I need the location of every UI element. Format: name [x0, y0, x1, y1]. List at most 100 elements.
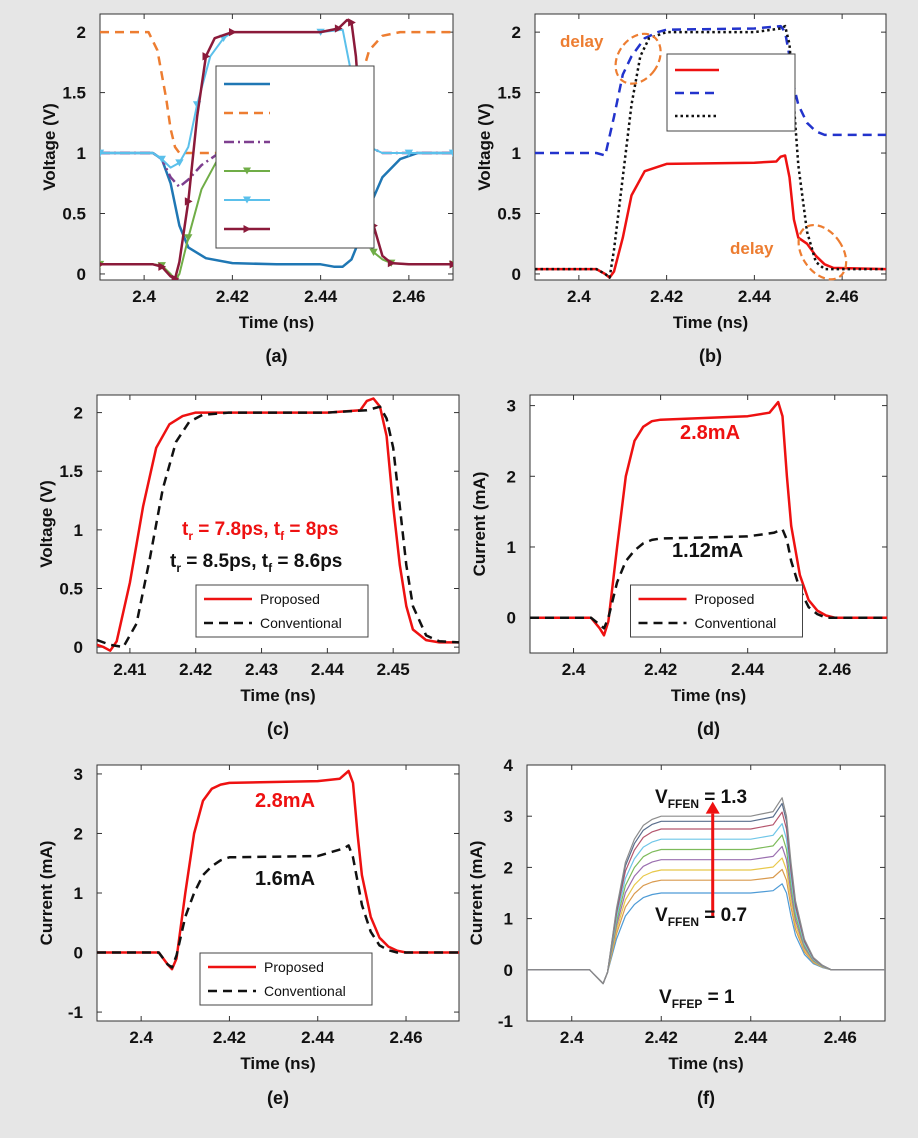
legend-marker: [243, 196, 251, 204]
y-axis-label: Voltage (V): [475, 103, 494, 191]
y-axis-label: Voltage (V): [40, 103, 59, 191]
delay-label: delay: [730, 239, 774, 258]
y-tick-label: 1: [74, 884, 83, 903]
rise-fall-conventional: tr​ = 8.5ps, tf​ = 8.6ps: [170, 551, 342, 575]
series-marker: [449, 260, 453, 269]
y-tick-label: 1: [512, 144, 521, 163]
y-tick-label: -1: [498, 1012, 513, 1031]
legend-box: [195, 584, 369, 638]
y-tick-label: 2: [507, 467, 516, 486]
y-tick-label: 0: [77, 265, 86, 284]
x-tick-label: 2.42: [644, 660, 677, 679]
series-marker: [369, 248, 378, 256]
legend-box: [630, 584, 803, 638]
panel-caption: (f): [697, 1088, 715, 1108]
y-tick-label: 1.5: [59, 462, 83, 481]
peak-current-proposed: 2.8mA: [680, 422, 740, 444]
sweep-arrow-head: [705, 801, 720, 814]
y-tick-label: 1: [504, 910, 513, 929]
panel-f: 2.4 2.42 2.44 2.46 -1 0 1 2 3 4 Time (ns) Current (…: [467, 756, 886, 1108]
x-tick-label: 2.46: [818, 660, 851, 679]
series-line-proposed: [530, 400, 887, 637]
peak-current-conventional: 1.6mA: [255, 868, 315, 890]
legend-box: [199, 952, 373, 1006]
x-tick-label: 2.42: [645, 1028, 678, 1047]
y-tick-label: 1.5: [62, 84, 86, 103]
legend-box: [666, 53, 796, 132]
x-tick-label: 2.45: [377, 660, 410, 679]
y-tick-label: 0: [507, 609, 516, 628]
series-line-conventional: [530, 528, 887, 630]
x-tick-label: 2.4: [560, 1028, 584, 1047]
series-marker: [348, 18, 356, 27]
y-tick-label: 2: [512, 23, 521, 42]
y-tick-label: 0: [504, 961, 513, 980]
y-tick-label: 1: [77, 144, 86, 163]
y-tick-label: 4: [504, 756, 514, 775]
y-tick-label: 3: [74, 765, 83, 784]
legend-label: Conventional: [695, 615, 777, 631]
y-tick-label: 0.5: [59, 580, 83, 599]
legend-label: Conventional: [260, 615, 342, 631]
x-tick-label: 2.44: [311, 660, 345, 679]
panel-d: 2.4 2.42 2.44 2.46 0 1 2 3 Time (ns) Current (mA)…: [470, 394, 888, 739]
x-tick-label: 2.4: [129, 1028, 153, 1047]
y-tick-label: 1: [507, 538, 516, 557]
y-tick-label: 3: [507, 397, 516, 416]
x-axis-label: Time (ns): [673, 313, 748, 332]
y-axis-label: Current (mA): [470, 472, 489, 577]
series-marker: [202, 52, 211, 61]
x-tick-label: 2.44: [738, 287, 772, 306]
series-marker: [184, 197, 193, 206]
x-tick-label: 2.46: [824, 1028, 857, 1047]
legend-label: Proposed: [260, 591, 320, 607]
series-line-proposed: [97, 769, 459, 971]
legend-label: Proposed: [264, 959, 324, 975]
panel-caption: (e): [267, 1088, 289, 1108]
y-tick-label: 1: [74, 521, 83, 540]
panel-caption: (a): [266, 346, 288, 366]
series-marker: [387, 258, 396, 268]
peak-current-proposed: 2.8mA: [255, 790, 315, 812]
panel-e: 2.4 2.42 2.44 2.46 -1 0 1 2 3 Time (ns) Current (m…: [37, 764, 460, 1108]
x-axis-label: Time (ns): [240, 686, 315, 705]
vffen-low-label: VFFEN​ = 0.7: [655, 905, 747, 929]
series-marker: [404, 149, 414, 157]
series-marker: [184, 234, 193, 242]
legend-marker: [243, 225, 251, 233]
x-tick-label: 2.46: [389, 1028, 422, 1047]
series-line-conventional: [97, 844, 459, 969]
series-marker: [158, 262, 167, 271]
y-tick-label: -1: [68, 1003, 83, 1022]
series-marker: [334, 24, 343, 33]
y-tick-label: 0.5: [497, 205, 521, 224]
x-tick-label: 2.44: [304, 287, 338, 306]
panel-caption: (b): [699, 346, 722, 366]
x-tick-label: 2.42: [216, 287, 249, 306]
y-tick-label: 0: [74, 944, 83, 963]
y-tick-label: 1.5: [497, 84, 521, 103]
y-tick-label: 0: [74, 638, 83, 657]
x-tick-label: 2.42: [179, 660, 212, 679]
y-tick-label: 3: [504, 807, 513, 826]
legend-label: Proposed: [695, 591, 755, 607]
series-marker: [448, 149, 453, 157]
y-tick-label: 0: [512, 265, 521, 284]
delay-ellipse: [797, 223, 848, 281]
x-tick-label: 2.4: [562, 660, 586, 679]
y-axis-label: Current (mA): [467, 841, 486, 946]
delay-ellipse: [614, 32, 662, 85]
family-curve: [527, 797, 885, 985]
x-tick-label: 2.44: [301, 1028, 335, 1047]
panel-caption: (d): [697, 719, 720, 739]
y-tick-label: 2: [504, 858, 513, 877]
y-tick-label: 2: [77, 23, 86, 42]
y-axis-label: Current (mA): [37, 841, 56, 946]
panel-b: 2.4 2.42 2.44 2.46 0 0.5 1 1.5 2 Time (ns) Voltage…: [475, 13, 887, 366]
x-tick-label: 2.46: [826, 287, 859, 306]
x-tick-label: 2.44: [731, 660, 765, 679]
legend-box: [215, 65, 375, 249]
series-marker: [100, 149, 105, 157]
x-tick-label: 2.43: [245, 660, 278, 679]
